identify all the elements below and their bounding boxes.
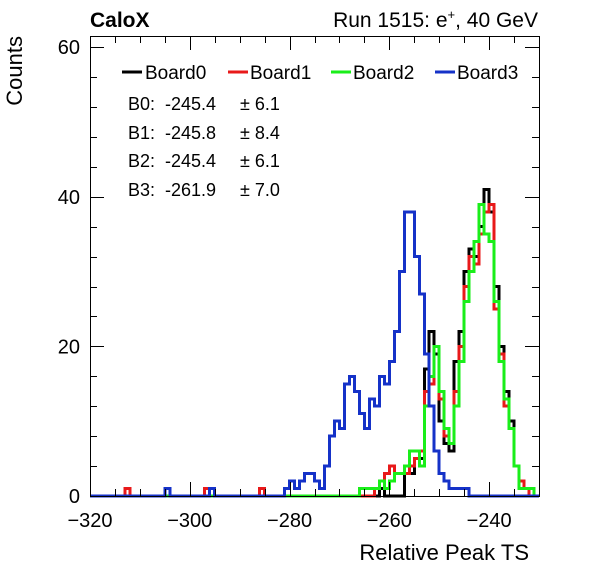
x-tick-label: −300 xyxy=(167,510,212,532)
legend-label-board2: Board2 xyxy=(353,63,414,84)
y-tick-label: 20 xyxy=(58,336,80,358)
x-axis-label: Relative Peak TS xyxy=(359,540,529,565)
stat-b2-err: ± 6.1 xyxy=(240,151,280,171)
stat-b0-mean: -245.4 xyxy=(165,94,216,114)
run-label-superscript: + xyxy=(448,7,456,22)
experiment-label: CaloX xyxy=(90,9,150,32)
y-axis-label: Counts xyxy=(2,36,27,106)
x-tick-label: −320 xyxy=(67,510,112,532)
y-tick-labels: 0 20 40 60 xyxy=(58,37,80,508)
legend-label-board1: Board1 xyxy=(250,63,311,84)
stat-b3-mean: -261.9 xyxy=(165,180,216,200)
stat-b0-err: ± 6.1 xyxy=(240,94,280,114)
legend-label-board3: Board3 xyxy=(457,63,518,84)
x-tick-labels: −320 −300 −280 −260 −240 xyxy=(67,510,511,532)
stat-b3-err: ± 7.0 xyxy=(240,180,280,200)
stat-b3-label: B3: xyxy=(128,180,155,200)
stats-annotation: B0: -245.4 ± 6.1 B1: -245.8 ± 8.4 B2: -2… xyxy=(128,94,280,200)
y-tick-label: 60 xyxy=(58,37,80,59)
stat-b1-err: ± 8.4 xyxy=(240,123,280,143)
plot-frame xyxy=(90,36,540,497)
stat-b1-label: B1: xyxy=(128,123,155,143)
legend-label-board0: Board0 xyxy=(145,63,206,84)
stat-b0-label: B0: xyxy=(128,94,155,114)
stat-b1-mean: -245.8 xyxy=(165,123,216,143)
y-tick-label: 0 xyxy=(69,486,80,508)
run-label-suffix: , 40 GeV xyxy=(455,9,538,32)
y-tick-label: 40 xyxy=(58,187,80,209)
x-tick-label: −280 xyxy=(267,510,312,532)
x-tick-label: −240 xyxy=(467,510,512,532)
stat-b2-label: B2: xyxy=(128,151,155,171)
x-tick-label: −260 xyxy=(367,510,412,532)
run-label: Run 1515: e+, 40 GeV xyxy=(333,7,538,32)
run-label-prefix: Run 1515: e xyxy=(333,9,447,32)
legend: Board0 Board1 Board2 Board3 xyxy=(122,63,518,84)
stat-b2-mean: -245.4 xyxy=(165,151,216,171)
